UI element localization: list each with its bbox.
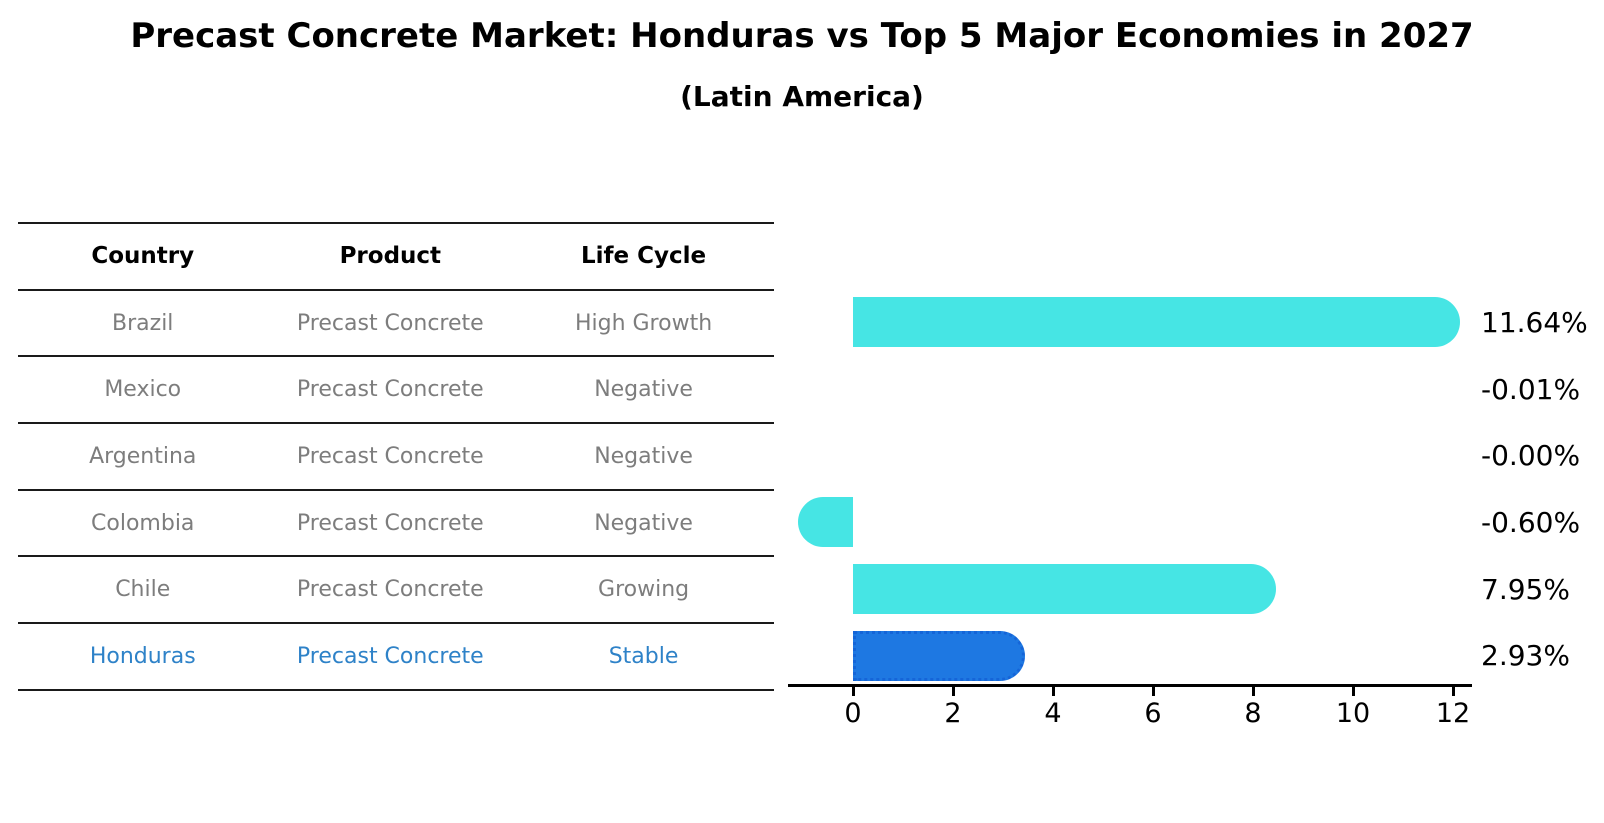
comparison-table: Country Product Life Cycle Brazil Precas… (18, 222, 774, 691)
cell-country: Argentina (89, 443, 197, 469)
table-row: Argentina Precast Concrete Negative (18, 424, 774, 491)
table-body: Brazil Precast Concrete High Growth Mexi… (18, 291, 774, 691)
x-axis-tick (951, 687, 955, 696)
cell-country: Colombia (91, 510, 195, 536)
cell-product: Precast Concrete (296, 510, 484, 536)
cell-lifecycle: High Growth (574, 310, 713, 336)
cell-country: Honduras (89, 643, 196, 669)
cell-product: Precast Concrete (296, 310, 484, 336)
column-header-lifecycle: Life Cycle (580, 243, 707, 270)
value-label-colombia: -0.60% (1481, 505, 1581, 539)
value-label-honduras: 2.93% (1481, 639, 1570, 673)
cell-product: Precast Concrete (296, 443, 484, 469)
cell-lifecycle: Stable (608, 643, 679, 669)
cell-lifecycle: Negative (594, 510, 693, 536)
cell-lifecycle: Growing (598, 577, 690, 603)
table-row: Brazil Precast Concrete High Growth (18, 291, 774, 358)
cell-product: Precast Concrete (296, 377, 484, 403)
x-axis-tick (1351, 687, 1355, 696)
x-axis-tick-label: 0 (844, 698, 862, 729)
value-label-mexico: -0.01% (1481, 372, 1581, 406)
cell-country: Mexico (104, 377, 182, 403)
cell-lifecycle: Negative (594, 443, 693, 469)
column-header-product: Product (339, 243, 442, 270)
x-axis-tick (1051, 687, 1055, 696)
table-row: Mexico Precast Concrete Negative (18, 357, 774, 425)
table-row: Honduras Precast Concrete Stable (18, 624, 774, 691)
x-axis-tick (1151, 687, 1155, 696)
cell-country: Brazil (112, 310, 174, 336)
value-label-chile: 7.95% (1481, 572, 1570, 606)
bar-chile (853, 564, 1276, 615)
x-axis-line (788, 684, 1472, 687)
table-header-row: Country Product Life Cycle (18, 224, 774, 291)
cell-product: Precast Concrete (296, 643, 484, 669)
x-axis-tick (1251, 687, 1255, 696)
cell-product: Precast Concrete (296, 577, 484, 603)
x-axis-tick-label: 6 (1144, 698, 1162, 729)
bar-brazil (853, 297, 1460, 348)
x-axis-tick-label: 10 (1335, 698, 1371, 729)
chart-title: Precast Concrete Market: Honduras vs Top… (130, 16, 1474, 56)
x-axis-tick (1451, 687, 1455, 696)
column-header-country: Country (91, 243, 195, 270)
bar-honduras (853, 630, 1025, 681)
table-row: Chile Precast Concrete Growing (18, 557, 774, 625)
x-axis-tick-label: 2 (944, 698, 962, 729)
cell-country: Chile (115, 577, 171, 603)
x-axis-tick-label: 8 (1244, 698, 1262, 729)
value-label-brazil: 11.64% (1481, 305, 1588, 339)
chart-subtitle: (Latin America) (680, 80, 924, 113)
table-row: Colombia Precast Concrete Negative (18, 491, 774, 558)
cell-lifecycle: Negative (594, 377, 693, 403)
x-axis-tick (851, 687, 855, 696)
value-label-argentina: -0.00% (1481, 439, 1581, 473)
x-axis-tick-label: 4 (1044, 698, 1062, 729)
bar-colombia (798, 497, 853, 548)
x-axis-tick-label: 12 (1435, 698, 1471, 729)
